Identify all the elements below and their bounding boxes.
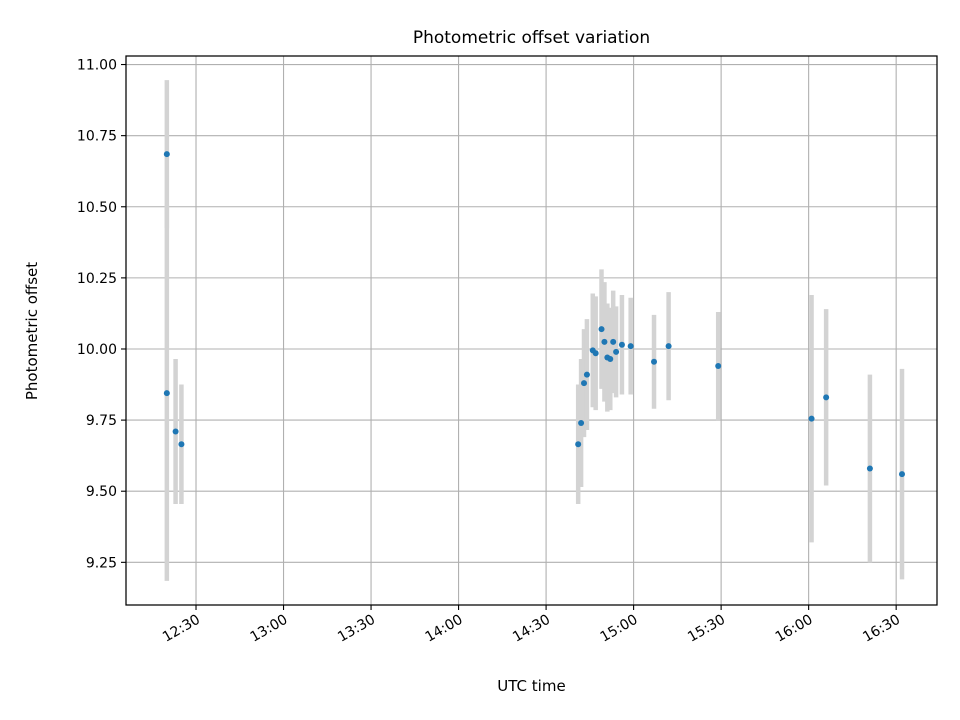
y-tick-label: 10.25 bbox=[77, 271, 117, 287]
data-point bbox=[598, 326, 605, 333]
data-point bbox=[613, 348, 620, 355]
data-point bbox=[581, 380, 588, 387]
data-point bbox=[715, 363, 722, 370]
grid bbox=[126, 56, 937, 605]
data-point bbox=[651, 358, 658, 365]
data-points bbox=[163, 151, 905, 478]
chart-title: Photometric offset variation bbox=[413, 28, 650, 48]
data-point bbox=[823, 394, 830, 401]
data-point bbox=[665, 343, 672, 350]
data-point bbox=[610, 338, 617, 345]
data-point bbox=[618, 341, 625, 348]
y-tick-label: 9.75 bbox=[86, 413, 117, 429]
y-tick-label: 10.00 bbox=[77, 342, 117, 358]
data-point bbox=[808, 415, 815, 422]
y-axis-label: Photometric offset bbox=[23, 262, 41, 400]
data-point bbox=[898, 471, 905, 478]
data-point bbox=[163, 390, 170, 397]
data-point bbox=[866, 465, 873, 472]
data-point bbox=[601, 338, 608, 345]
data-point bbox=[178, 441, 185, 448]
data-point bbox=[607, 355, 614, 362]
plot-area-frame bbox=[125, 55, 938, 606]
y-tick-label: 9.50 bbox=[86, 484, 117, 500]
data-point bbox=[163, 151, 170, 158]
y-tick-label: 11.00 bbox=[77, 58, 117, 74]
y-axis-ticks: 9.25 9.50 9.75 10.00 10.25 10.50 10.75 11.00 bbox=[77, 58, 126, 571]
data-point bbox=[575, 441, 582, 448]
data-point bbox=[627, 343, 634, 350]
y-tick-label: 9.25 bbox=[86, 555, 117, 571]
y-tick-label: 10.50 bbox=[77, 200, 117, 216]
data-point bbox=[578, 419, 585, 426]
data-point bbox=[583, 371, 590, 378]
data-point bbox=[592, 350, 599, 357]
y-tick-label: 10.75 bbox=[77, 129, 117, 145]
data-point bbox=[172, 428, 179, 435]
x-axis-label: UTC time bbox=[497, 677, 565, 695]
